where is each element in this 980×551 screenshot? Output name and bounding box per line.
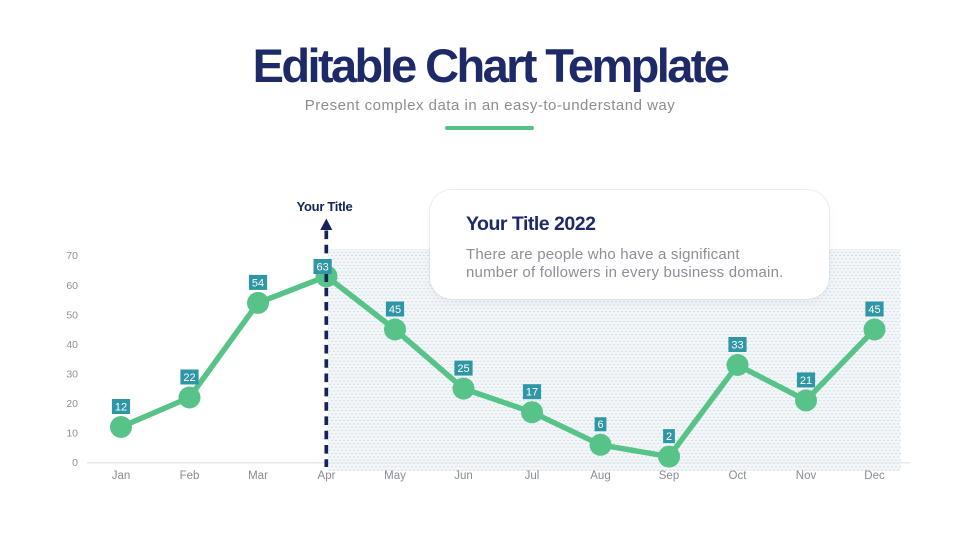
svg-text:6: 6 <box>597 419 603 431</box>
svg-text:Jun: Jun <box>454 470 473 482</box>
svg-text:70: 70 <box>66 250 78 262</box>
svg-text:Feb: Feb <box>180 470 200 482</box>
svg-text:Jul: Jul <box>525 470 540 482</box>
svg-text:50: 50 <box>66 309 78 321</box>
svg-text:Nov: Nov <box>796 470 817 482</box>
svg-text:Sep: Sep <box>659 470 679 482</box>
svg-text:Aug: Aug <box>590 470 610 482</box>
svg-text:May: May <box>384 470 406 482</box>
svg-text:Dec: Dec <box>864 470 885 482</box>
svg-text:30: 30 <box>66 368 78 380</box>
svg-text:21: 21 <box>800 375 812 387</box>
svg-text:Jan: Jan <box>112 470 131 482</box>
svg-text:10: 10 <box>66 428 78 440</box>
svg-text:45: 45 <box>389 304 401 316</box>
svg-text:Apr: Apr <box>318 470 336 482</box>
svg-text:Oct: Oct <box>729 470 748 482</box>
svg-text:Mar: Mar <box>248 470 268 482</box>
svg-text:45: 45 <box>868 304 880 316</box>
svg-text:63: 63 <box>316 261 328 273</box>
svg-text:25: 25 <box>457 363 469 375</box>
svg-text:54: 54 <box>252 277 264 289</box>
svg-text:0: 0 <box>72 457 78 469</box>
svg-text:60: 60 <box>66 280 78 292</box>
svg-text:Your Title: Your Title <box>297 199 353 214</box>
svg-text:2: 2 <box>666 431 672 443</box>
svg-text:22: 22 <box>183 372 195 384</box>
svg-text:12: 12 <box>115 401 127 413</box>
svg-text:17: 17 <box>526 387 538 399</box>
svg-text:40: 40 <box>66 339 78 351</box>
svg-text:20: 20 <box>66 398 78 410</box>
svg-text:33: 33 <box>731 339 743 351</box>
